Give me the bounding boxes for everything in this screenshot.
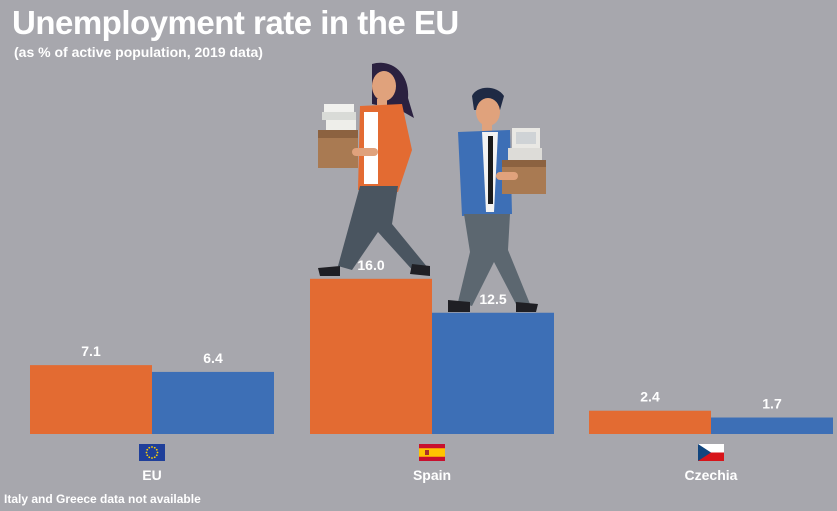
eu-flag-icon xyxy=(139,444,165,461)
bar-czechia-series-1 xyxy=(589,410,711,434)
value-label-spain-series-2: 12.5 xyxy=(479,291,506,307)
category-label-eu: EU xyxy=(142,467,161,483)
bar-eu-series-2 xyxy=(152,371,274,434)
value-label-eu-series-1: 7.1 xyxy=(81,343,101,359)
spain-flag-icon xyxy=(419,444,445,461)
value-label-spain-series-1: 16.0 xyxy=(357,257,384,273)
value-label-eu-series-2: 6.4 xyxy=(203,350,223,366)
bar-eu-series-1 xyxy=(30,365,152,434)
bars-layer xyxy=(30,278,833,434)
category-label-czechia: Czechia xyxy=(685,467,738,483)
value-label-czechia-series-1: 2.4 xyxy=(640,389,660,405)
man-with-box-illustration xyxy=(448,87,546,312)
bar-czechia-series-2 xyxy=(711,417,833,434)
value-labels-layer: 7.1 6.4 16.0 12.5 2.4 1.7 xyxy=(81,257,782,412)
footnote: Italy and Greece data not available xyxy=(4,492,201,506)
value-label-czechia-series-2: 1.7 xyxy=(762,396,782,412)
category-labels-layer: EU Spain Czechia xyxy=(139,444,738,483)
czechia-flag-icon xyxy=(698,444,724,461)
chart-subtitle: (as % of active population, 2019 data) xyxy=(14,44,263,60)
bar-spain-series-2 xyxy=(432,312,554,434)
bar-spain-series-1 xyxy=(310,278,432,434)
chart-title: Unemployment rate in the EU xyxy=(12,4,459,41)
woman-with-box-illustration xyxy=(318,62,430,276)
category-label-spain: Spain xyxy=(413,467,451,483)
